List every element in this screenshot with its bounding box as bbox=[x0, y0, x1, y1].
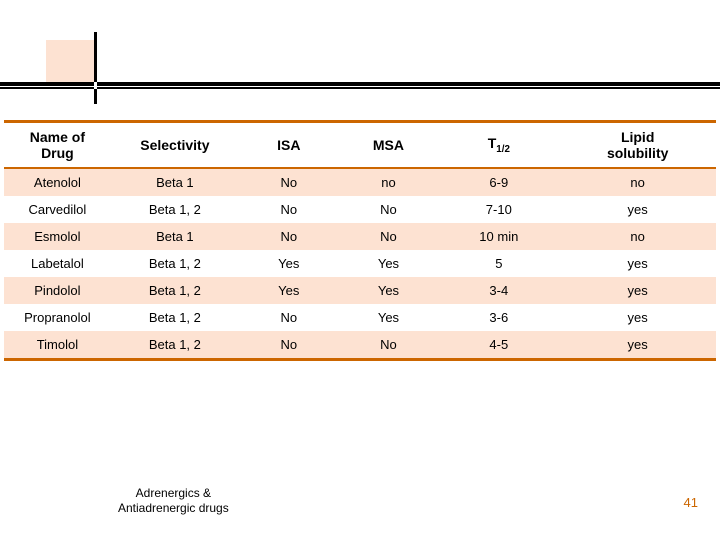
cell: Yes bbox=[239, 250, 339, 277]
cell: 10 min bbox=[438, 223, 559, 250]
cell: Beta 1 bbox=[111, 223, 239, 250]
col-header-lipid: Lipidsolubility bbox=[559, 122, 716, 169]
cell: No bbox=[239, 304, 339, 331]
cell: Yes bbox=[339, 304, 439, 331]
col-header-thalf: T1/2 bbox=[438, 122, 559, 169]
slide-body: Name ofDrug Selectivity ISA MSA T1/2 Lip… bbox=[4, 120, 716, 361]
col-header-name: Name ofDrug bbox=[4, 122, 111, 169]
cell: yes bbox=[559, 277, 716, 304]
slide-rule-gap bbox=[94, 82, 97, 89]
footer-title: Adrenergics & Antiadrenergic drugs bbox=[118, 486, 229, 516]
cell: 4-5 bbox=[438, 331, 559, 360]
cell: No bbox=[339, 196, 439, 223]
cell: Beta 1 bbox=[111, 168, 239, 196]
cell: Carvedilol bbox=[4, 196, 111, 223]
cell: no bbox=[559, 223, 716, 250]
table-header: Name ofDrug Selectivity ISA MSA T1/2 Lip… bbox=[4, 122, 716, 169]
drug-table: Name ofDrug Selectivity ISA MSA T1/2 Lip… bbox=[4, 120, 716, 361]
cell: 3-4 bbox=[438, 277, 559, 304]
cell: Propranolol bbox=[4, 304, 111, 331]
cell: No bbox=[339, 331, 439, 360]
table-row: Timolol Beta 1, 2 No No 4-5 yes bbox=[4, 331, 716, 360]
col-header-msa: MSA bbox=[339, 122, 439, 169]
page-number: 41 bbox=[684, 495, 698, 510]
col-header-name-l1: Name ofDrug bbox=[30, 129, 85, 161]
slide-accent-box bbox=[46, 40, 96, 82]
slide-vertical-rule bbox=[94, 32, 97, 104]
cell: yes bbox=[559, 331, 716, 360]
slide-top-rule-thin bbox=[0, 87, 720, 89]
cell: no bbox=[559, 168, 716, 196]
cell: Beta 1, 2 bbox=[111, 304, 239, 331]
cell: Yes bbox=[339, 250, 439, 277]
table-row: Esmolol Beta 1 No No 10 min no bbox=[4, 223, 716, 250]
footer-title-line1: Adrenergics & bbox=[136, 486, 211, 500]
cell: No bbox=[239, 223, 339, 250]
table-row: Propranolol Beta 1, 2 No Yes 3-6 yes bbox=[4, 304, 716, 331]
cell: Esmolol bbox=[4, 223, 111, 250]
table-row: Labetalol Beta 1, 2 Yes Yes 5 yes bbox=[4, 250, 716, 277]
cell: Atenolol bbox=[4, 168, 111, 196]
cell: 6-9 bbox=[438, 168, 559, 196]
cell: No bbox=[239, 196, 339, 223]
col-header-isa: ISA bbox=[239, 122, 339, 169]
cell: Labetalol bbox=[4, 250, 111, 277]
footer-title-line2: Antiadrenergic drugs bbox=[118, 501, 229, 515]
cell: Pindolol bbox=[4, 277, 111, 304]
table-row: Atenolol Beta 1 No no 6-9 no bbox=[4, 168, 716, 196]
table-body: Atenolol Beta 1 No no 6-9 no Carvedilol … bbox=[4, 168, 716, 360]
cell: Beta 1, 2 bbox=[111, 196, 239, 223]
cell: Yes bbox=[339, 277, 439, 304]
cell: Yes bbox=[239, 277, 339, 304]
cell: Beta 1, 2 bbox=[111, 331, 239, 360]
cell: 3-6 bbox=[438, 304, 559, 331]
cell: Beta 1, 2 bbox=[111, 250, 239, 277]
cell: Beta 1, 2 bbox=[111, 277, 239, 304]
cell: yes bbox=[559, 304, 716, 331]
cell: yes bbox=[559, 196, 716, 223]
table-row: Pindolol Beta 1, 2 Yes Yes 3-4 yes bbox=[4, 277, 716, 304]
cell: Timolol bbox=[4, 331, 111, 360]
cell: no bbox=[339, 168, 439, 196]
cell: No bbox=[239, 168, 339, 196]
cell: yes bbox=[559, 250, 716, 277]
table-row: Carvedilol Beta 1, 2 No No 7-10 yes bbox=[4, 196, 716, 223]
cell: 7-10 bbox=[438, 196, 559, 223]
slide-top-rule-thick bbox=[0, 82, 720, 86]
col-header-selectivity: Selectivity bbox=[111, 122, 239, 169]
cell: 5 bbox=[438, 250, 559, 277]
cell: No bbox=[339, 223, 439, 250]
cell: No bbox=[239, 331, 339, 360]
